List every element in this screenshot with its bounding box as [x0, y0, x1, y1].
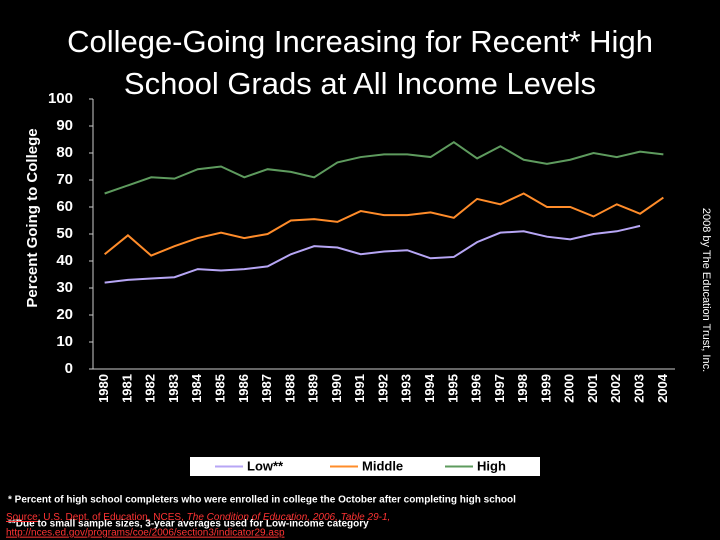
series-line — [104, 224, 641, 284]
footnote: **Due to small sample sizes, 3-year aver… — [8, 519, 369, 530]
y-axis-label: Percent Going to College — [24, 128, 41, 307]
chart-title: School Grads at All Income Levels — [124, 66, 596, 101]
x-tick-label: 1989 — [306, 374, 321, 403]
x-tick-label: 2004 — [655, 373, 670, 403]
x-tick-label: 1984 — [189, 373, 204, 403]
x-tick-label: 1987 — [259, 374, 274, 403]
x-tick-label: 1982 — [143, 374, 158, 403]
x-tick-label: 1998 — [515, 374, 530, 403]
y-tick-label: 80 — [56, 144, 73, 161]
x-tick-label: 1994 — [422, 373, 437, 403]
x-tick-label: 1983 — [166, 374, 181, 403]
y-tick-label: 60 — [56, 198, 73, 215]
y-tick-label: 30 — [56, 279, 73, 296]
x-tick-label: 2002 — [608, 374, 623, 403]
series-line — [104, 140, 664, 195]
source-url: http://nces.ed.gov/programs/coe/2006/sec… — [6, 528, 285, 539]
chart-title: College-Going Increasing for Recent* Hig… — [67, 24, 653, 59]
x-tick-label: 1988 — [282, 374, 297, 403]
x-tick-label: 1999 — [538, 374, 553, 403]
source-text: : U.S. Dept. of Education, NCES, — [38, 512, 187, 523]
copyright: 2008 by The Education Trust, Inc. — [700, 208, 712, 372]
x-tick-label: 1985 — [212, 374, 227, 403]
x-tick-label: 2000 — [562, 374, 577, 403]
x-tick-label: 1997 — [492, 374, 507, 403]
legend-label: Middle — [362, 458, 403, 473]
x-tick-label: 1980 — [96, 374, 111, 403]
y-tick-label: 0 — [65, 360, 73, 377]
source-label: Source — [6, 512, 38, 523]
x-tick-label: 1981 — [119, 374, 134, 403]
series-line — [104, 192, 664, 257]
x-tick-label: 1993 — [399, 374, 414, 403]
x-tick-label: 2001 — [585, 374, 600, 403]
y-tick-label: 10 — [56, 333, 73, 350]
x-tick-label: 1995 — [445, 374, 460, 403]
x-tick-label: 1990 — [329, 374, 344, 403]
x-tick-label: 1991 — [352, 374, 367, 403]
x-tick-label: 2003 — [632, 374, 647, 403]
y-tick-label: 50 — [56, 225, 73, 242]
y-tick-label: 20 — [56, 306, 73, 323]
y-tick-label: 90 — [56, 117, 73, 134]
legend-label: High — [477, 458, 506, 473]
footnote: * Percent of high school completers who … — [8, 495, 516, 506]
x-tick-label: 1986 — [236, 374, 251, 403]
source: Source: U.S. Dept. of Education, NCES, T… — [6, 512, 390, 523]
x-tick-label: 1996 — [469, 374, 484, 403]
legend-box — [190, 457, 540, 476]
x-tick-label: 1992 — [375, 374, 390, 403]
source-publication: The Condition of Education, 2006, Table … — [187, 512, 391, 523]
y-tick-label: 100 — [48, 90, 73, 107]
y-tick-label: 40 — [56, 252, 73, 269]
y-tick-label: 70 — [56, 171, 73, 188]
legend-label: Low** — [247, 458, 284, 473]
